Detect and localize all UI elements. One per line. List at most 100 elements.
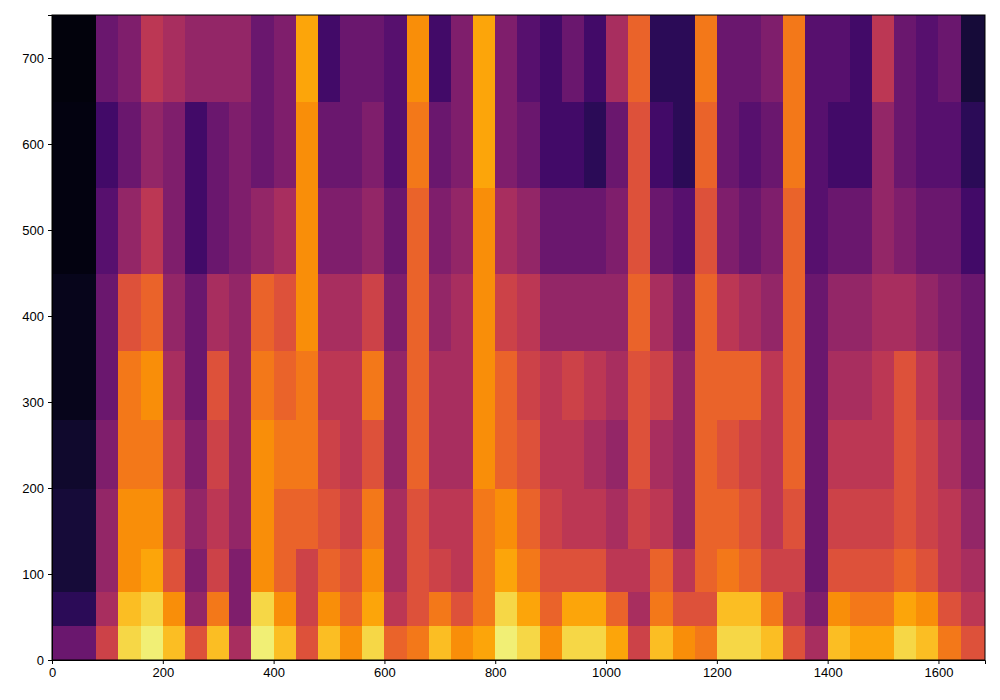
- cell: [828, 488, 851, 549]
- cell: [961, 488, 985, 549]
- cell: [961, 187, 985, 274]
- cell: [717, 488, 740, 549]
- cell: [805, 419, 828, 488]
- cell: [229, 419, 252, 488]
- x-tick-label: 800: [485, 665, 507, 680]
- cell: [695, 488, 718, 549]
- cell: [429, 591, 452, 626]
- cell: [274, 187, 297, 274]
- cell: [961, 591, 985, 626]
- cell: [74, 187, 97, 274]
- x-tick-mark: [274, 660, 275, 664]
- x-tick-mark: [606, 660, 607, 664]
- cell: [296, 488, 319, 549]
- cell: [163, 626, 186, 660]
- cell: [850, 101, 873, 188]
- cell: [916, 101, 939, 188]
- cell: [296, 419, 319, 488]
- cell: [318, 101, 341, 188]
- cell: [451, 488, 474, 549]
- cell: [52, 591, 75, 626]
- plot-frame: [52, 15, 985, 660]
- x-tick: 1600: [924, 660, 953, 680]
- cell: [384, 101, 407, 188]
- x-tick-mark: [163, 660, 164, 664]
- cell: [384, 548, 407, 592]
- x-tick: 1000: [592, 660, 621, 680]
- cell: [429, 15, 452, 102]
- cell: [185, 488, 208, 549]
- cell: [296, 187, 319, 274]
- cell: [872, 15, 895, 102]
- cell: [296, 101, 319, 188]
- cell: [783, 101, 806, 188]
- cell: [650, 101, 673, 188]
- y-tick-label: 100: [22, 567, 44, 582]
- y-tick: 300: [22, 395, 52, 410]
- cell: [540, 273, 563, 351]
- cell: [118, 591, 141, 626]
- cell: [961, 15, 985, 102]
- cell: [783, 350, 806, 419]
- cell: [118, 350, 141, 419]
- cell: [584, 350, 607, 419]
- cell: [805, 350, 828, 419]
- cell: [229, 626, 252, 660]
- cell: [606, 15, 629, 102]
- cell: [407, 350, 430, 419]
- cell: [229, 273, 252, 351]
- cell: [96, 273, 119, 351]
- cell: [473, 101, 496, 188]
- cell: [783, 273, 806, 351]
- cell: [628, 273, 651, 351]
- cell: [118, 626, 141, 660]
- y-tick-label: 300: [22, 395, 44, 410]
- cell: [894, 488, 917, 549]
- cell: [451, 350, 474, 419]
- cell: [451, 187, 474, 274]
- cell: [52, 548, 75, 592]
- cell: [717, 350, 740, 419]
- x-tick-mark: [384, 660, 385, 664]
- cell: [828, 419, 851, 488]
- cell: [229, 15, 252, 102]
- cell: [540, 15, 563, 102]
- cell: [540, 626, 563, 660]
- cell: [938, 488, 961, 549]
- cell: [407, 626, 430, 660]
- cell: [318, 273, 341, 351]
- y-axis: 0100200300400500600700: [22, 16, 52, 668]
- cell: [141, 350, 164, 419]
- cell: [118, 15, 141, 102]
- cell: [52, 15, 75, 102]
- cell: [407, 273, 430, 351]
- cell: [384, 15, 407, 102]
- cell: [517, 626, 540, 660]
- cell: [274, 101, 297, 188]
- cell: [872, 350, 895, 419]
- y-tick: 400: [22, 309, 52, 324]
- y-tick-mark: [48, 660, 52, 661]
- cell: [783, 591, 806, 626]
- cell: [850, 273, 873, 351]
- cell: [362, 419, 385, 488]
- cell: [163, 15, 186, 102]
- y-tick-mark: [48, 316, 52, 317]
- cell: [251, 548, 274, 592]
- cell: [673, 350, 696, 419]
- y-tick-mark: [48, 488, 52, 489]
- x-tick-label: 0: [49, 665, 56, 680]
- cell: [362, 101, 385, 188]
- cell: [584, 488, 607, 549]
- cell: [52, 187, 75, 274]
- cell: [429, 350, 452, 419]
- cell: [695, 626, 718, 660]
- cell: [340, 350, 363, 419]
- cell: [251, 488, 274, 549]
- cell: [805, 273, 828, 351]
- x-tick-label: 1000: [592, 665, 621, 680]
- cell: [739, 591, 762, 626]
- cell: [717, 273, 740, 351]
- x-tick: 600: [374, 660, 396, 680]
- cell: [296, 15, 319, 102]
